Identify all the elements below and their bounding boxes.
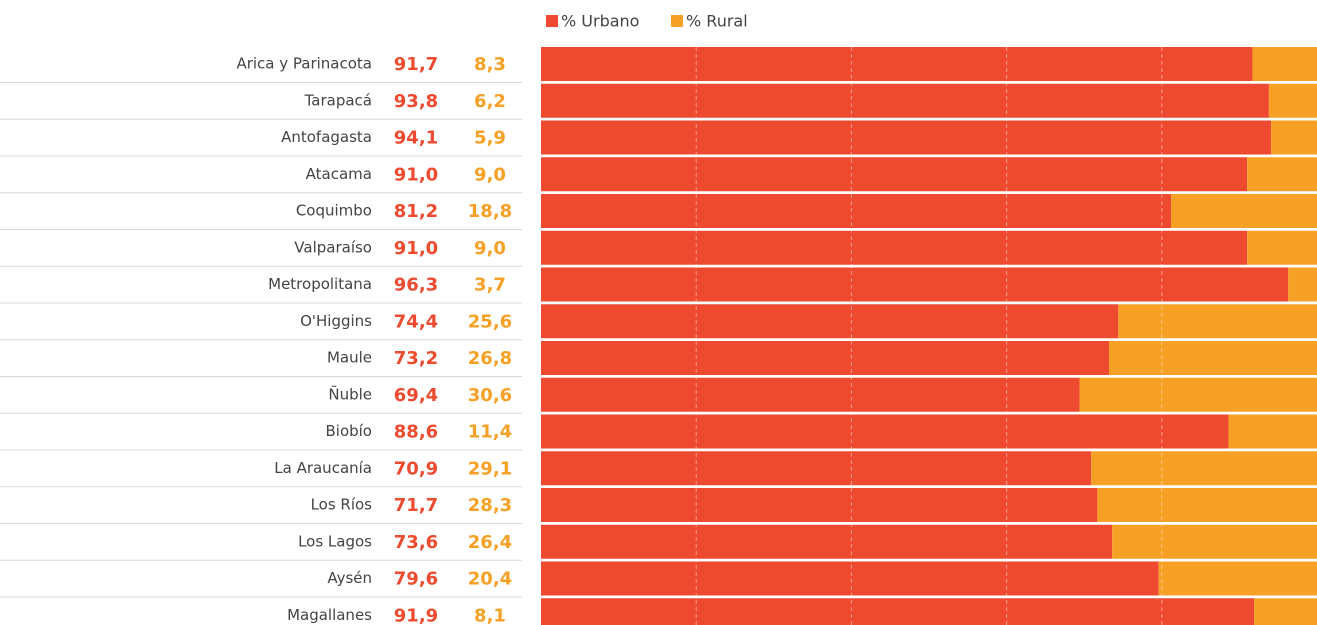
value-label: 71,7 — [394, 495, 438, 516]
legend-label: % Urbano — [561, 12, 639, 31]
category-label: Valparaíso — [294, 238, 372, 256]
category-label: Arica y Parinacota — [236, 55, 372, 73]
bar-segment — [541, 598, 1255, 625]
bar-segment — [541, 451, 1092, 486]
bar-segment — [1254, 598, 1317, 625]
value-label: 94,1 — [394, 128, 438, 149]
bar-segment — [541, 561, 1159, 596]
bar-segment — [541, 267, 1289, 302]
bar-segment — [1247, 157, 1317, 192]
category-label: Los Ríos — [311, 496, 373, 514]
value-label: 69,4 — [394, 385, 438, 406]
legend-swatch — [671, 15, 683, 27]
bar-segment — [1288, 267, 1317, 302]
value-label: 29,1 — [468, 458, 512, 479]
bar-segment — [541, 83, 1269, 118]
legend-label: % Rural — [686, 12, 748, 31]
category-label: Antofagasta — [281, 128, 372, 146]
value-label: 18,8 — [468, 201, 512, 222]
value-label: 28,3 — [468, 495, 512, 516]
bar-segment — [1112, 524, 1317, 559]
bar-segment — [541, 230, 1248, 265]
value-label: 73,2 — [394, 348, 438, 369]
bar-segment — [1247, 230, 1317, 265]
value-label: 26,4 — [468, 532, 512, 553]
bar-segment — [541, 47, 1253, 81]
value-label: 96,3 — [394, 275, 438, 296]
value-label: 81,2 — [394, 201, 438, 222]
bar-segment — [1268, 83, 1317, 118]
bar-segment — [541, 524, 1113, 559]
bar-segment — [541, 488, 1098, 522]
legend-swatch — [546, 15, 558, 27]
bar-segment — [541, 194, 1172, 228]
value-label: 6,2 — [474, 91, 506, 112]
category-label: Ñuble — [328, 384, 372, 403]
bar-segment — [1171, 194, 1317, 228]
bar-segment — [541, 120, 1272, 155]
category-label: Atacama — [306, 165, 372, 183]
category-label: Biobío — [325, 422, 372, 440]
bar-segment — [1118, 304, 1317, 339]
category-label: Los Lagos — [298, 532, 372, 550]
bar-segment — [1079, 377, 1317, 412]
value-label: 88,6 — [394, 422, 438, 443]
value-label: 74,4 — [394, 311, 438, 332]
value-label: 79,6 — [394, 569, 438, 590]
value-label: 26,8 — [468, 348, 512, 369]
bar-segment — [541, 341, 1110, 375]
value-label: 73,6 — [394, 532, 438, 553]
category-label: La Araucanía — [274, 459, 372, 477]
bar-segment — [541, 377, 1080, 412]
value-label: 70,9 — [394, 458, 438, 479]
bar-segment — [1091, 451, 1317, 486]
value-label: 20,4 — [468, 569, 512, 590]
value-label: 91,9 — [394, 605, 438, 625]
bar-segment — [1252, 47, 1317, 81]
value-label: 93,8 — [394, 91, 438, 112]
category-label: Coquimbo — [296, 202, 372, 220]
bar-segment — [541, 414, 1229, 449]
category-label: Tarapacá — [304, 91, 372, 109]
value-label: 3,7 — [474, 275, 506, 296]
bar-segment — [541, 157, 1248, 192]
bar-segment — [1158, 561, 1317, 596]
category-label: O'Higgins — [300, 312, 372, 330]
value-label: 91,7 — [394, 54, 438, 75]
bar-segment — [1228, 414, 1317, 449]
value-label: 91,0 — [394, 238, 438, 259]
category-label: Magallanes — [287, 606, 372, 624]
category-label: Aysén — [327, 569, 372, 587]
value-label: 9,0 — [474, 164, 506, 185]
bar-segment — [1097, 488, 1317, 522]
bar-segment — [1271, 120, 1317, 155]
category-label: Maule — [327, 349, 372, 367]
value-label: 30,6 — [468, 385, 512, 406]
value-label: 8,1 — [474, 605, 506, 625]
bar-segment — [541, 304, 1119, 339]
value-label: 91,0 — [394, 164, 438, 185]
value-label: 9,0 — [474, 238, 506, 259]
value-label: 8,3 — [474, 54, 506, 75]
bar-segment — [1109, 341, 1317, 375]
value-label: 11,4 — [468, 422, 512, 443]
value-label: 5,9 — [474, 128, 506, 149]
category-label: Metropolitana — [268, 275, 372, 293]
value-label: 25,6 — [468, 311, 512, 332]
